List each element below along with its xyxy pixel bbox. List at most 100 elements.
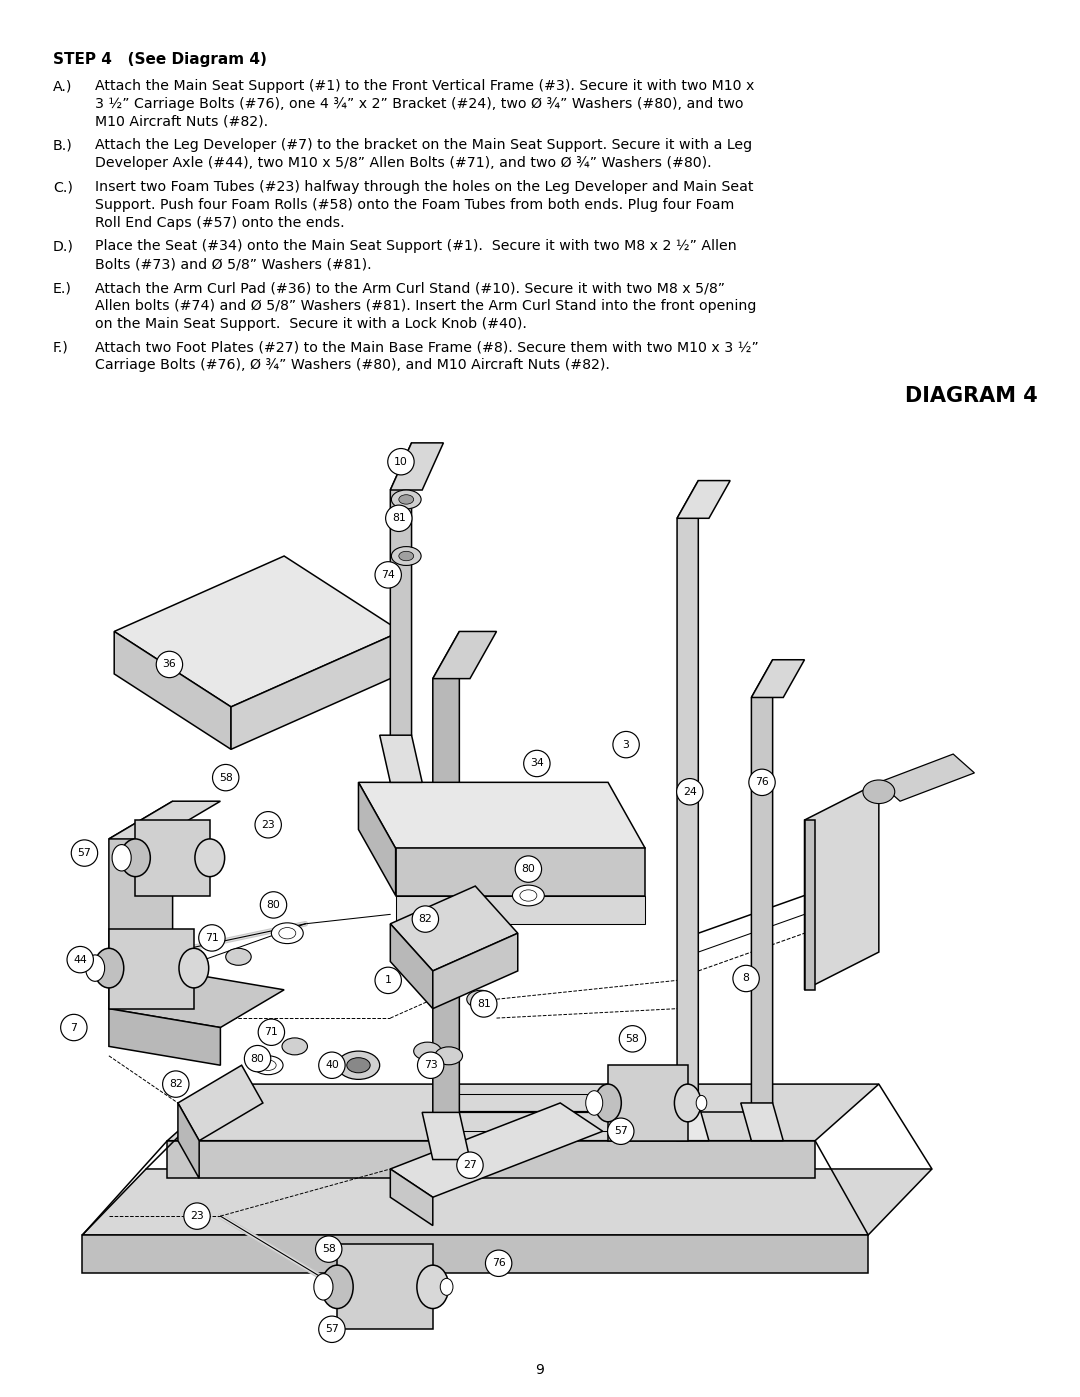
- Ellipse shape: [254, 1056, 283, 1074]
- Text: 58: 58: [322, 1245, 336, 1255]
- Text: STEP 4   (See Diagram 4): STEP 4 (See Diagram 4): [53, 52, 267, 67]
- Ellipse shape: [467, 990, 495, 1009]
- Polygon shape: [178, 1066, 262, 1141]
- Polygon shape: [741, 1104, 783, 1141]
- Text: on the Main Seat Support.  Secure it with a Lock Knob (#40).: on the Main Seat Support. Secure it with…: [95, 317, 527, 331]
- Ellipse shape: [179, 949, 208, 988]
- Polygon shape: [422, 1112, 470, 1160]
- Ellipse shape: [199, 925, 225, 951]
- Ellipse shape: [388, 448, 414, 475]
- Text: 81: 81: [392, 513, 406, 524]
- Text: 8: 8: [743, 974, 750, 983]
- Polygon shape: [390, 1169, 433, 1225]
- Text: 3 ½” Carriage Bolts (#76), one 4 ¾” x 2” Bracket (#24), two Ø ¾” Washers (#80), : 3 ½” Carriage Bolts (#76), one 4 ¾” x 2”…: [95, 96, 743, 110]
- Text: Carriage Bolts (#76), Ø ¾” Washers (#80), and M10 Aircraft Nuts (#82).: Carriage Bolts (#76), Ø ¾” Washers (#80)…: [95, 358, 610, 372]
- Ellipse shape: [260, 1060, 276, 1070]
- Ellipse shape: [157, 651, 183, 678]
- Polygon shape: [114, 631, 231, 749]
- Ellipse shape: [399, 552, 414, 560]
- Polygon shape: [666, 1104, 708, 1141]
- Ellipse shape: [417, 1266, 448, 1309]
- Polygon shape: [390, 886, 517, 971]
- Polygon shape: [805, 782, 879, 990]
- Polygon shape: [433, 631, 497, 679]
- Ellipse shape: [213, 764, 239, 791]
- Polygon shape: [109, 929, 193, 1009]
- Polygon shape: [752, 659, 805, 697]
- Text: 57: 57: [78, 848, 92, 858]
- Text: F.): F.): [53, 341, 69, 355]
- Text: 58: 58: [625, 1034, 639, 1044]
- Polygon shape: [879, 754, 974, 802]
- Ellipse shape: [457, 1153, 483, 1179]
- Ellipse shape: [319, 1316, 346, 1343]
- Ellipse shape: [674, 1084, 701, 1122]
- Text: Attach the Leg Developer (#7) to the bracket on the Main Seat Support. Secure it: Attach the Leg Developer (#7) to the bra…: [95, 138, 752, 152]
- Polygon shape: [395, 895, 645, 923]
- Ellipse shape: [863, 780, 894, 803]
- Polygon shape: [109, 971, 173, 1009]
- Ellipse shape: [271, 923, 303, 943]
- Ellipse shape: [279, 928, 296, 939]
- Ellipse shape: [67, 946, 93, 972]
- Text: 76: 76: [491, 1259, 505, 1268]
- Ellipse shape: [163, 1071, 189, 1097]
- Text: Attach two Foot Plates (#27) to the Main Base Frame (#8). Secure them with two M: Attach two Foot Plates (#27) to the Main…: [95, 341, 759, 355]
- Polygon shape: [380, 735, 422, 782]
- Ellipse shape: [441, 1278, 453, 1295]
- Ellipse shape: [184, 1203, 211, 1229]
- Ellipse shape: [413, 905, 438, 932]
- Text: 23: 23: [190, 1211, 204, 1221]
- Ellipse shape: [608, 1118, 634, 1144]
- Ellipse shape: [612, 732, 639, 757]
- Text: Place the Seat (#34) onto the Main Seat Support (#1).  Secure it with two M8 x 2: Place the Seat (#34) onto the Main Seat …: [95, 239, 737, 253]
- Polygon shape: [608, 1066, 688, 1141]
- Ellipse shape: [471, 990, 497, 1017]
- Polygon shape: [390, 1104, 603, 1197]
- Text: 74: 74: [381, 570, 395, 580]
- Ellipse shape: [418, 1052, 444, 1078]
- Polygon shape: [359, 782, 395, 895]
- Ellipse shape: [321, 1266, 353, 1309]
- Ellipse shape: [60, 1014, 87, 1041]
- Text: 71: 71: [265, 1027, 279, 1037]
- Ellipse shape: [319, 1052, 346, 1078]
- Text: Support. Push four Foam Rolls (#58) onto the Foam Tubes from both ends. Plug fou: Support. Push four Foam Rolls (#58) onto…: [95, 198, 734, 212]
- Text: 80: 80: [522, 865, 536, 875]
- Ellipse shape: [71, 840, 97, 866]
- Text: Attach the Main Seat Support (#1) to the Front Vertical Frame (#3). Secure it wi: Attach the Main Seat Support (#1) to the…: [95, 80, 754, 94]
- Polygon shape: [395, 848, 645, 895]
- Text: B.): B.): [53, 138, 72, 152]
- Ellipse shape: [315, 1236, 342, 1263]
- Ellipse shape: [595, 1084, 621, 1122]
- Text: E.): E.): [53, 281, 72, 295]
- Text: 76: 76: [755, 777, 769, 788]
- Polygon shape: [109, 802, 173, 1009]
- Polygon shape: [752, 659, 772, 1141]
- Text: Bolts (#73) and Ø 5/8” Washers (#81).: Bolts (#73) and Ø 5/8” Washers (#81).: [95, 257, 372, 271]
- Ellipse shape: [748, 770, 775, 795]
- Ellipse shape: [314, 1274, 333, 1301]
- Text: 44: 44: [73, 954, 87, 964]
- Ellipse shape: [733, 965, 759, 992]
- Text: 58: 58: [219, 773, 232, 782]
- Polygon shape: [109, 971, 284, 1028]
- Ellipse shape: [194, 840, 225, 877]
- Text: Developer Axle (#44), two M10 x 5/8” Allen Bolts (#71), and two Ø ¾” Washers (#8: Developer Axle (#44), two M10 x 5/8” All…: [95, 156, 712, 170]
- Ellipse shape: [485, 1250, 512, 1277]
- Text: 57: 57: [325, 1324, 339, 1334]
- Polygon shape: [114, 556, 401, 707]
- Ellipse shape: [515, 856, 541, 883]
- Text: 36: 36: [163, 659, 176, 669]
- Ellipse shape: [524, 750, 550, 777]
- Text: 80: 80: [251, 1053, 265, 1063]
- Ellipse shape: [676, 778, 703, 805]
- Ellipse shape: [282, 1038, 308, 1055]
- Text: Insert two Foam Tubes (#23) halfway through the holes on the Leg Developer and M: Insert two Foam Tubes (#23) halfway thro…: [95, 180, 754, 194]
- Ellipse shape: [121, 840, 150, 877]
- Ellipse shape: [375, 562, 402, 588]
- Text: A.): A.): [53, 80, 72, 94]
- Text: 3: 3: [623, 739, 630, 750]
- Ellipse shape: [414, 1042, 442, 1060]
- Ellipse shape: [244, 1045, 271, 1071]
